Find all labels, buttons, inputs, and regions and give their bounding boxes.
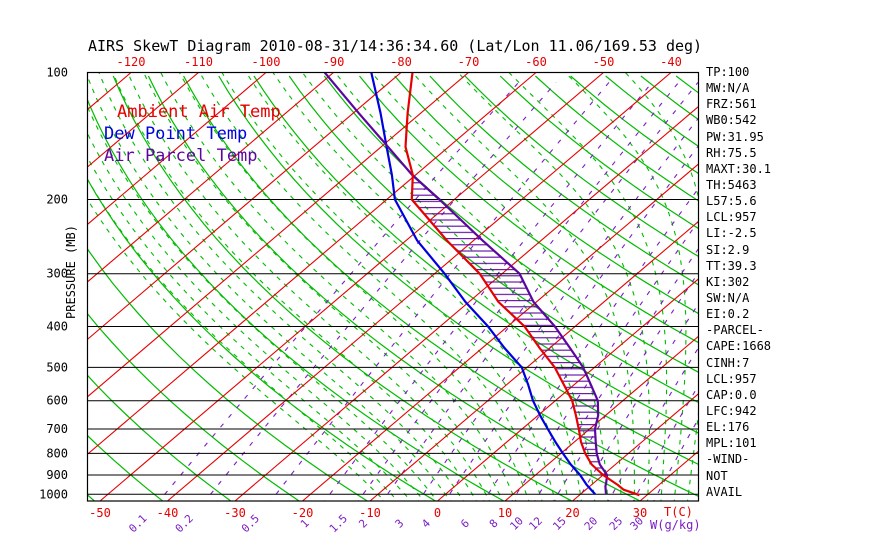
pressure-tick-label: 100 (46, 66, 68, 80)
plot-frame (86, 71, 700, 502)
mixing-ratio-tick-label: 12 (526, 514, 545, 533)
stat-line: -WIND- (706, 452, 750, 467)
stat-line: LCL:957 (706, 210, 757, 225)
mixing-ratio-tick-label: 20 (582, 514, 601, 533)
temp-bottom-tick-label: 0 (434, 506, 441, 520)
pressure-tick-label: 700 (46, 422, 68, 436)
stat-line: LCL:957 (706, 371, 757, 386)
stat-line: TH:5463 (706, 177, 757, 192)
temp-bottom-tick-label: -40 (157, 506, 179, 520)
stat-line: CAPE:1668 (706, 339, 772, 354)
temp-bottom-tick-label: -30 (224, 506, 246, 520)
mixing-ratio-tick-label: 0.1 (126, 512, 149, 535)
pressure-tick-label: 1000 (39, 487, 68, 501)
stat-line: SW:N/A (706, 290, 750, 305)
temp-top-tick-label: -60 (525, 55, 547, 69)
pressure-axis-label: PRESSURE (MB) (64, 225, 78, 319)
stat-line: L57:5.6 (706, 194, 757, 209)
legend-item-ambient-temp: Ambient Air Temp (117, 102, 281, 122)
temp-bottom-tick-label: -50 (89, 506, 111, 520)
temp-top-tick-label: -70 (458, 55, 480, 69)
stat-line: CAP:0.0 (706, 387, 757, 402)
pressure-tick-label: 600 (46, 394, 68, 408)
temp-top-tick-label: -90 (323, 55, 345, 69)
pressure-tick-label: 200 (46, 192, 68, 206)
mixing-ratio-grid (158, 81, 699, 501)
mixing-ratio-tick-label: 4 (419, 516, 433, 530)
stat-line: TT:39.3 (706, 258, 757, 273)
stat-line: EL:176 (706, 420, 750, 435)
parcel-temp-curve (323, 72, 609, 495)
stat-line: PW:31.95 (706, 129, 764, 144)
stat-line: EI:0.2 (706, 307, 750, 322)
temp-bottom-tick-label: -20 (292, 506, 314, 520)
stat-line: LFC:942 (706, 403, 757, 418)
mixing-ratio-tick-label: 1.5 (327, 512, 350, 535)
stats-panel: TP:100 MW:N/A FRZ:561 WB0:542 PW:31.95 RH:75.… (706, 64, 771, 500)
pressure-tick-label: 800 (46, 446, 68, 460)
temp-bottom-tick-label: -10 (359, 506, 381, 520)
legend-item-dew-point: Dew Point Temp (104, 124, 248, 144)
temp-top-tick-label: -50 (593, 55, 615, 69)
temp-bottom-tick-label: 10 (498, 506, 512, 520)
stat-line: KI:302 (706, 274, 750, 289)
stat-line: FRZ:561 (706, 97, 757, 112)
stat-line: RH:75.5 (706, 145, 757, 160)
temp-unit-label: T(C) (664, 505, 693, 519)
stat-line: -PARCEL- (706, 323, 764, 338)
temp-bottom-tick-label: 20 (565, 506, 579, 520)
pressure-tick-label: 900 (46, 468, 68, 482)
temp-top-tick-label: -120 (117, 55, 146, 69)
mixing-ratio-unit-label: W(g/kg) (650, 518, 701, 532)
mixing-ratio-tick-label: 3 (393, 517, 407, 531)
temp-top-tick-label: -100 (252, 55, 281, 69)
stat-line: SI:2.9 (706, 242, 750, 257)
pressure-tick-label: 400 (46, 319, 68, 333)
stat-line: AVAIL (706, 484, 743, 499)
pressure-tick-label: 500 (46, 360, 68, 374)
temp-top-tick-label: -80 (390, 55, 412, 69)
chart-title: AIRS SkewT Diagram 2010-08-31/14:36:34.6… (88, 37, 703, 55)
isotherm-grid (87, 72, 699, 501)
stat-line: NOT (706, 468, 728, 483)
temp-bottom-tick-label: 30 (633, 506, 647, 520)
stat-line: MAXT:30.1 (706, 161, 772, 176)
mixing-ratio-tick-label: 6 (458, 517, 472, 531)
moist-adiabat-grid (87, 72, 699, 501)
stat-line: MW:N/A (706, 81, 750, 96)
stat-line: LI:-2.5 (706, 226, 757, 241)
stat-line: CINH:7 (706, 355, 750, 370)
stat-line: TP:100 (706, 65, 750, 79)
pressure-tick-label: 300 (46, 267, 68, 281)
dew-point-curve (370, 72, 597, 496)
stat-line: WB0:542 (706, 113, 757, 128)
ambient-temp-curve (404, 72, 640, 497)
temp-top-tick-label: -40 (660, 55, 682, 69)
mixing-ratio-tick-label: 25 (607, 514, 626, 533)
temp-top-tick-label: -110 (184, 55, 213, 69)
stat-line: MPL:101 (706, 436, 757, 451)
legend-item-air-parcel: Air Parcel Temp (104, 146, 258, 166)
